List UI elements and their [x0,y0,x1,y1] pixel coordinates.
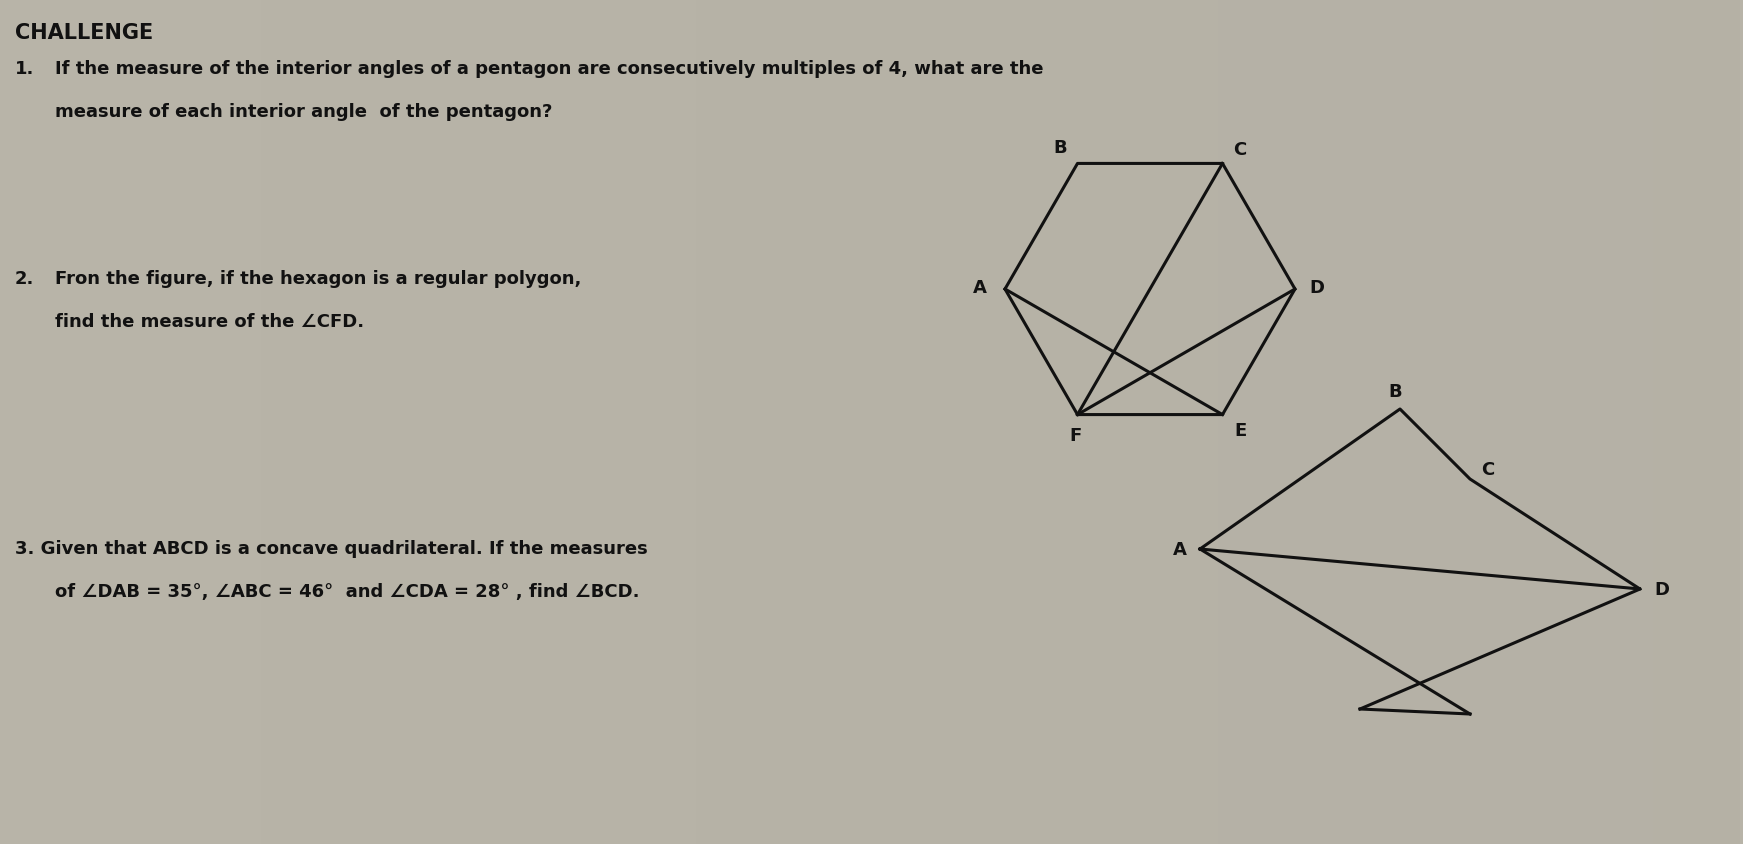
Bar [1218,0,1306,844]
Text: 2.: 2. [16,270,35,288]
Text: find the measure of the ∠CFD.: find the measure of the ∠CFD. [56,312,364,331]
Text: measure of each interior angle  of the pentagon?: measure of each interior angle of the pe… [56,103,553,121]
Text: Fron the figure, if the hexagon is a regular polygon,: Fron the figure, if the hexagon is a reg… [56,270,582,288]
Text: 3. Given that ABCD is a concave quadrilateral. If the measures: 3. Given that ABCD is a concave quadrila… [16,539,648,557]
Bar [1131,0,1218,844]
Bar [0,0,87,844]
Text: D: D [1654,581,1670,598]
Bar [261,0,349,844]
Text: A: A [1173,540,1187,559]
Bar [436,0,521,844]
Bar [1393,0,1480,844]
Bar [1652,0,1740,844]
Bar [1306,0,1393,844]
Bar [870,0,957,844]
Text: B: B [1387,382,1401,401]
Text: C: C [1482,461,1495,479]
Bar [174,0,261,844]
Bar [783,0,870,844]
Text: F: F [1070,426,1082,444]
Text: 1.: 1. [16,60,35,78]
Bar [1480,0,1565,844]
Text: CHALLENGE: CHALLENGE [16,23,153,43]
Bar [87,0,174,844]
Text: B: B [1055,139,1067,157]
Text: D: D [1309,279,1325,296]
Text: A: A [973,279,987,296]
Bar [349,0,436,844]
Bar [957,0,1044,844]
Bar [695,0,783,844]
Text: of ∠DAB = 35°, ∠ABC = 46°  and ∠CDA = 28° , find ∠BCD.: of ∠DAB = 35°, ∠ABC = 46° and ∠CDA = 28°… [56,582,640,600]
Bar [608,0,695,844]
Text: If the measure of the interior angles of a pentagon are consecutively multiples : If the measure of the interior angles of… [56,60,1044,78]
Bar [1044,0,1131,844]
Text: C: C [1232,141,1246,160]
Bar [521,0,608,844]
Text: E: E [1234,421,1246,439]
Bar [1565,0,1652,844]
